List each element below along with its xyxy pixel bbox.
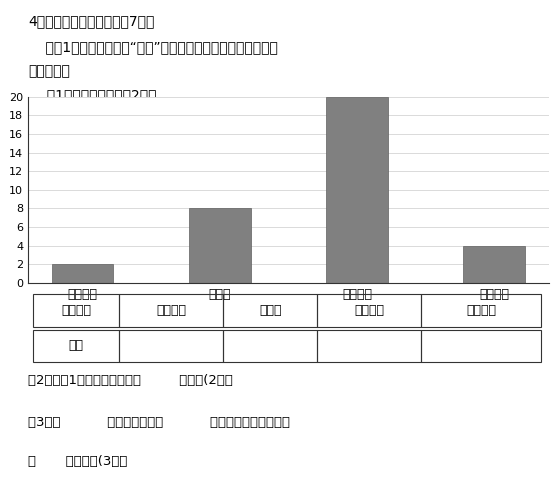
Bar	[421, 330, 541, 362]
Bar	[317, 295, 421, 327]
Text: 人数: 人数	[69, 340, 83, 353]
Text: （       ）人？。(3分）: （ ）人？。(3分）	[28, 455, 127, 469]
Bar	[223, 295, 317, 327]
Bar	[421, 295, 541, 327]
Bar	[317, 330, 421, 362]
Bar	[463, 246, 525, 283]
Text: 百万葵园: 百万葵园	[466, 304, 496, 317]
Text: 动物园: 动物园	[259, 304, 282, 317]
Text: 世界之窗: 世界之窗	[156, 304, 186, 317]
Text: （3）（           ）人数最多，（           ）人数最少，两个相差: （3）（ ）人数最多，（ ）人数最少，两个相差	[28, 415, 290, 428]
Text: 二（1）班要投票选出“六一”节出游的公园。全班同学投票结: 二（1）班要投票选出“六一”节出游的公园。全班同学投票结	[28, 40, 278, 54]
Bar	[52, 264, 114, 283]
Bar	[119, 330, 223, 362]
Text: 4、看统计图解决问题。（7分）: 4、看统计图解决问题。（7分）	[28, 14, 155, 28]
Text: （2）二（1）班一共有学生（         ）人。(2分）: （2）二（1）班一共有学生（ ）人。(2分）	[28, 374, 233, 387]
Bar	[223, 330, 317, 362]
Bar	[189, 209, 251, 283]
Text: 水上乐园: 水上乐园	[354, 304, 384, 317]
Text: 果如下图。: 果如下图。	[28, 65, 70, 79]
Text: （1）完成统计表。（2分）: （1）完成统计表。（2分）	[39, 88, 157, 102]
Bar	[33, 295, 119, 327]
Bar	[119, 295, 223, 327]
Bar	[33, 330, 119, 362]
Text: 公园名称: 公园名称	[61, 304, 91, 317]
Bar	[326, 97, 388, 283]
